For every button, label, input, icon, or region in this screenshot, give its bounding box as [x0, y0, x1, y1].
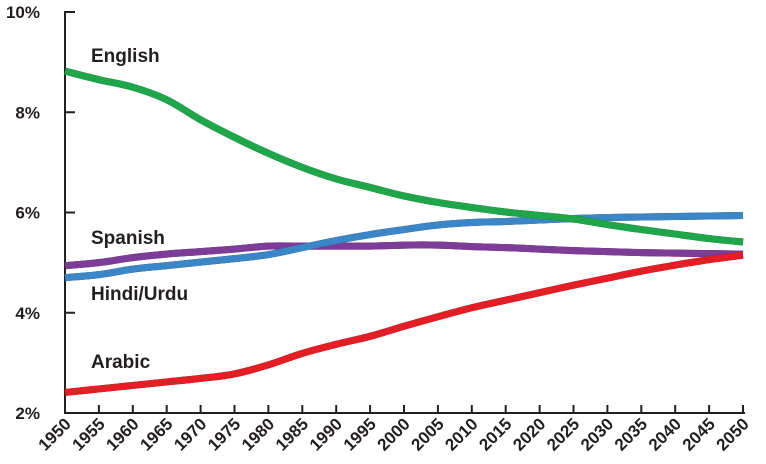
x-tick-label: 1980	[238, 414, 278, 454]
series-labels: English Spanish Hindi/Urdu Arabic	[91, 46, 188, 373]
series-line-spanish	[64, 241, 744, 270]
series-lines	[64, 67, 744, 396]
series-line-arabic	[64, 251, 744, 396]
series-label-english: English	[91, 46, 160, 67]
x-tick-label: 2005	[408, 414, 448, 454]
y-tick-label: 6%	[15, 204, 40, 223]
x-tick-label: 1985	[272, 414, 312, 454]
x-tick-label: 2000	[374, 414, 414, 454]
x-tick-label: 1965	[136, 414, 176, 454]
x-tick-label: 2045	[679, 414, 719, 454]
x-tick-label: 2040	[645, 414, 685, 454]
y-tick-label: 10%	[6, 3, 40, 22]
series-label-spanish: Spanish	[91, 228, 165, 249]
x-tick-label: 2035	[611, 414, 651, 454]
x-tick-label: 1990	[306, 414, 346, 454]
x-tick-label: 1995	[340, 414, 380, 454]
y-tick-label: 2%	[15, 404, 40, 423]
x-tick-label: 1975	[204, 414, 244, 454]
x-tick-label: 1960	[102, 414, 142, 454]
series-label-arabic: Arabic	[91, 352, 151, 373]
y-tick-label: 8%	[15, 103, 40, 122]
y-tick-label: 4%	[15, 304, 40, 323]
x-tick-label: 1955	[69, 414, 109, 454]
series-label-hindi-urdu: Hindi/Urdu	[91, 284, 188, 305]
x-tick-label: 2015	[475, 414, 515, 454]
x-tick-label: 2010	[441, 414, 481, 454]
x-tick-label: 2030	[577, 414, 617, 454]
series-line-english	[64, 67, 744, 246]
x-tick-label: 2025	[543, 414, 583, 454]
x-tick-label: 1950	[35, 414, 75, 454]
x-tick-label: 2020	[509, 414, 549, 454]
x-tick-label: 2050	[713, 414, 753, 454]
series-line-hindi-urdu	[64, 212, 744, 282]
x-tick-label: 1970	[170, 414, 210, 454]
